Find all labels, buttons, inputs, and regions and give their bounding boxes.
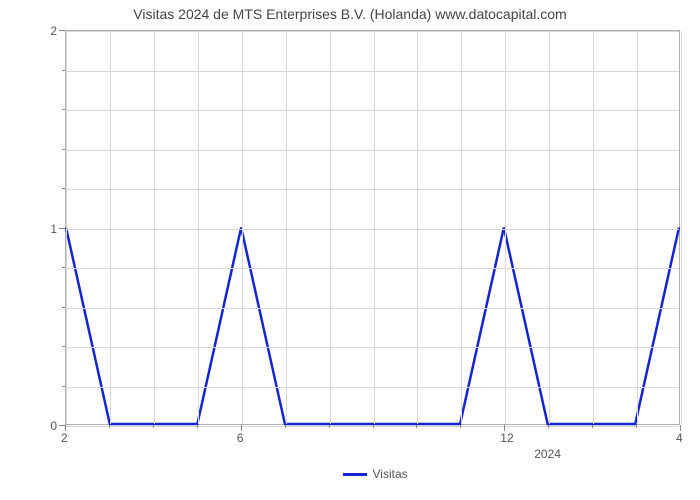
- gridline-horizontal: [66, 150, 679, 151]
- x-tick-label: 6: [237, 431, 244, 445]
- y-minor-tick-mark: [62, 307, 65, 308]
- legend-label: Visitas: [373, 467, 408, 481]
- x-tick-label: 4: [676, 431, 683, 445]
- gridline-vertical: [110, 31, 111, 424]
- gridline-horizontal: [66, 71, 679, 72]
- x-tick-label: 2: [61, 431, 68, 445]
- y-tick-label: 0: [50, 419, 57, 433]
- series-line: [66, 228, 679, 425]
- gridline-horizontal: [66, 229, 679, 230]
- gridline-vertical: [417, 31, 418, 424]
- gridline-vertical: [593, 31, 594, 424]
- x-minor-tick-mark: [373, 425, 374, 428]
- y-minor-tick-mark: [62, 109, 65, 110]
- gridline-vertical: [154, 31, 155, 424]
- line-chart-svg: [66, 31, 679, 424]
- gridline-vertical: [286, 31, 287, 424]
- y-tick-mark: [59, 228, 65, 229]
- x-minor-tick-mark: [329, 425, 330, 428]
- x-minor-tick-mark: [285, 425, 286, 428]
- x-minor-tick-mark: [636, 425, 637, 428]
- gridline-vertical: [637, 31, 638, 424]
- x-tick-label: 12: [500, 431, 513, 445]
- gridline-vertical: [505, 31, 506, 424]
- plot-area: [65, 30, 680, 425]
- x-minor-tick-mark: [153, 425, 154, 428]
- y-minor-tick-mark: [62, 149, 65, 150]
- y-tick-mark: [59, 30, 65, 31]
- x-minor-tick-mark: [460, 425, 461, 428]
- gridline-horizontal: [66, 31, 679, 32]
- y-minor-tick-mark: [62, 188, 65, 189]
- x-minor-tick-mark: [592, 425, 593, 428]
- y-minor-tick-mark: [62, 70, 65, 71]
- y-tick-label: 1: [50, 222, 57, 236]
- x-minor-tick-mark: [109, 425, 110, 428]
- y-minor-tick-mark: [62, 346, 65, 347]
- gridline-horizontal: [66, 110, 679, 111]
- gridline-horizontal: [66, 189, 679, 190]
- gridline-vertical: [549, 31, 550, 424]
- gridline-vertical: [198, 31, 199, 424]
- legend-swatch: [343, 473, 367, 476]
- gridline-vertical: [374, 31, 375, 424]
- gridline-vertical: [330, 31, 331, 424]
- x-axis-year-label: 2024: [534, 447, 561, 461]
- gridline-horizontal: [66, 308, 679, 309]
- x-minor-tick-mark: [416, 425, 417, 428]
- legend: Visitas: [343, 467, 408, 481]
- x-minor-tick-mark: [548, 425, 549, 428]
- y-tick-label: 2: [50, 24, 57, 38]
- gridline-vertical: [461, 31, 462, 424]
- gridline-horizontal: [66, 268, 679, 269]
- gridline-vertical: [66, 31, 67, 424]
- y-minor-tick-mark: [62, 386, 65, 387]
- gridline-vertical: [681, 31, 682, 424]
- x-minor-tick-mark: [197, 425, 198, 428]
- y-minor-tick-mark: [62, 267, 65, 268]
- chart-title: Visitas 2024 de MTS Enterprises B.V. (Ho…: [0, 6, 700, 22]
- gridline-vertical: [242, 31, 243, 424]
- gridline-horizontal: [66, 347, 679, 348]
- gridline-horizontal: [66, 387, 679, 388]
